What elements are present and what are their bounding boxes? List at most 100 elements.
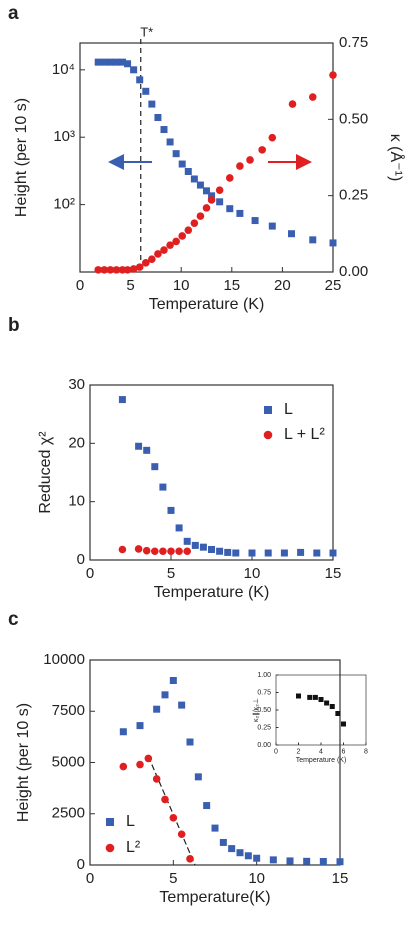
data-point xyxy=(152,775,161,783)
data-point xyxy=(269,856,277,864)
data-point xyxy=(236,849,244,857)
y-tick-label: 10⁴ xyxy=(52,61,75,78)
data-point xyxy=(224,548,232,556)
data-point xyxy=(118,545,127,554)
data-point xyxy=(309,236,317,244)
data-point xyxy=(136,722,144,730)
data-point xyxy=(134,545,143,553)
data-point xyxy=(119,728,127,736)
data-point xyxy=(199,543,207,551)
data-point xyxy=(178,160,186,168)
x-tick-label: 20 xyxy=(274,277,291,294)
data-point xyxy=(190,175,198,183)
legend-marker xyxy=(264,406,272,414)
data-point xyxy=(151,463,159,471)
panel-label: b xyxy=(8,315,20,336)
y-axis-label: Height (per 10 s) xyxy=(13,98,30,217)
data-point xyxy=(142,546,151,555)
data-point xyxy=(175,547,183,556)
x-tick-label: 10 xyxy=(248,870,265,887)
data-point xyxy=(143,446,151,454)
data-point xyxy=(251,217,259,225)
data-point xyxy=(215,186,224,194)
y2-tick-label: 0.25 xyxy=(339,187,368,204)
data-point xyxy=(225,174,234,182)
data-point xyxy=(160,126,168,134)
y-axis-label: Height (per 10 s) xyxy=(15,703,32,822)
data-point xyxy=(166,138,174,146)
data-point xyxy=(208,546,215,553)
legend-label: L² xyxy=(126,839,141,856)
legend-label: L xyxy=(126,813,135,830)
panel-label: a xyxy=(8,3,19,24)
panel-label: c xyxy=(8,609,19,630)
x-tick-label: 5 xyxy=(126,277,134,294)
data-point xyxy=(258,146,266,154)
annotation-text: T* xyxy=(140,24,153,39)
y-tick-label: 7500 xyxy=(52,702,85,719)
data-point xyxy=(100,266,109,274)
data-point xyxy=(236,162,244,170)
data-point xyxy=(288,230,296,238)
legend-marker xyxy=(263,430,273,440)
data-point xyxy=(232,549,240,557)
data-point xyxy=(264,549,272,557)
data-point xyxy=(141,259,150,267)
data-point xyxy=(244,852,252,860)
y-tick-label: 2500 xyxy=(52,805,85,822)
y-tick-label: 10³ xyxy=(53,128,75,145)
data-point xyxy=(106,266,115,274)
data-point xyxy=(160,246,168,254)
data-point xyxy=(318,697,324,702)
data-point xyxy=(329,549,337,557)
data-point xyxy=(169,814,178,822)
data-point xyxy=(153,705,161,713)
x-tick-label: 0 xyxy=(86,565,94,582)
data-point xyxy=(124,60,132,68)
x-tick-label: 2 xyxy=(297,748,301,755)
x-tick-label: 10 xyxy=(173,277,190,294)
plot-frame xyxy=(275,674,367,746)
data-point xyxy=(307,694,313,700)
data-point xyxy=(202,204,211,212)
x-axis-label: Temperature(K) xyxy=(159,889,270,906)
data-point xyxy=(136,760,144,769)
data-point xyxy=(211,824,219,832)
data-point xyxy=(288,100,297,108)
y2-axis-label: κ (Å⁻¹) xyxy=(387,134,406,182)
data-point xyxy=(112,266,121,274)
data-point xyxy=(169,677,177,684)
data-point xyxy=(106,58,114,66)
y-tick-label: 0 xyxy=(77,551,85,568)
data-point xyxy=(186,855,194,863)
plot-frame xyxy=(89,384,334,561)
data-point xyxy=(161,795,169,804)
data-point xyxy=(148,100,156,108)
data-point xyxy=(94,266,103,274)
y-tick-label: 30 xyxy=(68,376,85,393)
data-point xyxy=(167,506,175,514)
data-point xyxy=(100,58,108,66)
y-tick-label: 5000 xyxy=(52,753,85,770)
data-point xyxy=(184,226,193,234)
y-tick-label: 0.00 xyxy=(257,742,271,749)
data-point xyxy=(335,711,341,716)
data-point xyxy=(319,858,327,866)
data-point xyxy=(207,196,216,204)
data-point xyxy=(172,150,180,158)
data-point xyxy=(308,93,317,101)
y-tick-label: 20 xyxy=(68,434,85,451)
data-point xyxy=(190,219,199,227)
x-axis-label: Temperature (K) xyxy=(154,584,270,601)
x-tick-label: 15 xyxy=(223,277,240,294)
data-point xyxy=(324,700,330,706)
data-point xyxy=(236,209,244,217)
x-tick-label: 6 xyxy=(342,748,346,755)
data-point xyxy=(166,241,174,249)
data-point xyxy=(186,738,194,746)
data-point xyxy=(329,239,337,247)
data-point xyxy=(297,548,305,556)
legend-marker xyxy=(105,843,115,853)
y2-tick-label: 0.75 xyxy=(339,34,368,51)
